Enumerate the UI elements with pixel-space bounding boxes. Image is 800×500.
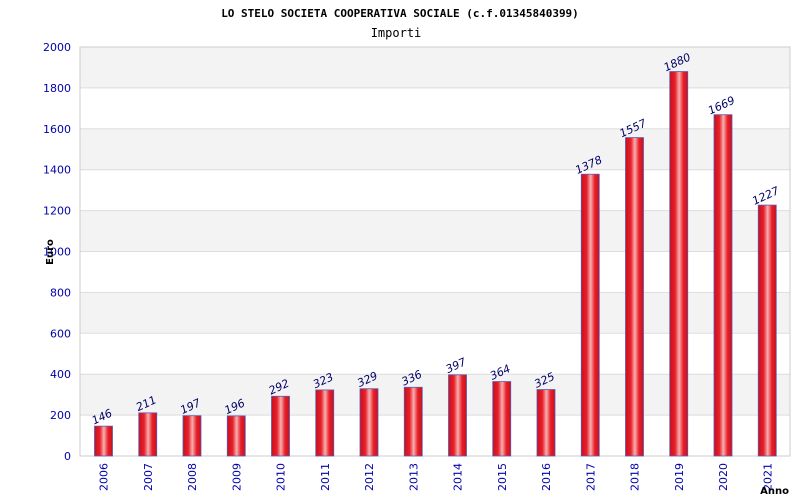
bar [625,137,644,457]
bar [713,114,733,457]
bar [138,412,158,457]
x-tick-label: 2009 [230,463,243,491]
bar [359,388,379,457]
y-tick-label: 800 [50,286,71,299]
x-tick-label: 2006 [98,463,111,491]
x-tick-label: 2010 [275,463,288,491]
bar [669,71,689,457]
y-tick-label: 1800 [43,82,71,95]
chart-title: LO STELO SOCIETA COOPERATIVA SOCIALE (c.… [221,7,579,20]
bar [226,415,246,457]
plot-border [79,46,791,457]
x-tick-label: 2007 [142,463,155,491]
x-tick-label: 2020 [717,463,730,491]
x-tick-label: 2021 [761,463,774,491]
x-axis-label: Anno [760,486,789,497]
y-tick-label: 400 [50,368,71,381]
x-tick-label: 2018 [629,463,642,491]
bars [94,71,777,457]
y-tick-label: 1000 [43,246,71,259]
bar [492,381,512,457]
bar [94,425,113,457]
bar [448,374,467,457]
y-axis-ticks: 0 200 400 600 800 1000 1200 1400 1600 1800 2000 [43,41,71,463]
y-tick-label: 600 [50,327,71,340]
y-tick-label: 2000 [43,41,71,54]
y-tick-label: 1200 [43,205,71,218]
chart-subtitle: Importi [371,26,422,40]
x-tick-label: 2019 [673,463,686,491]
x-tick-label: 2017 [584,463,597,491]
x-tick-label: 2016 [540,463,553,491]
y-tick-label: 0 [64,450,71,463]
bar [580,173,600,457]
y-tick-label: 200 [50,409,71,422]
y-tick-label: 1600 [43,123,71,136]
x-tick-label: 2015 [496,463,509,491]
bar [271,395,290,457]
x-tick-label: 2008 [186,463,199,491]
x-tick-label: 2011 [319,463,332,491]
bar [536,389,556,457]
bar [403,386,423,457]
x-tick-label: 2014 [452,463,465,491]
bar [315,389,335,457]
x-tick-label: 2012 [363,463,376,491]
y-axis-label: Euro [45,239,56,265]
bar [182,415,202,457]
x-tick-label: 2013 [407,463,420,491]
bar [757,204,777,457]
x-axis-ticks: 2006 2007 2008 2009 2010 2011 2012 2013 2014 2015… [98,463,775,491]
y-tick-label: 1400 [43,164,71,177]
